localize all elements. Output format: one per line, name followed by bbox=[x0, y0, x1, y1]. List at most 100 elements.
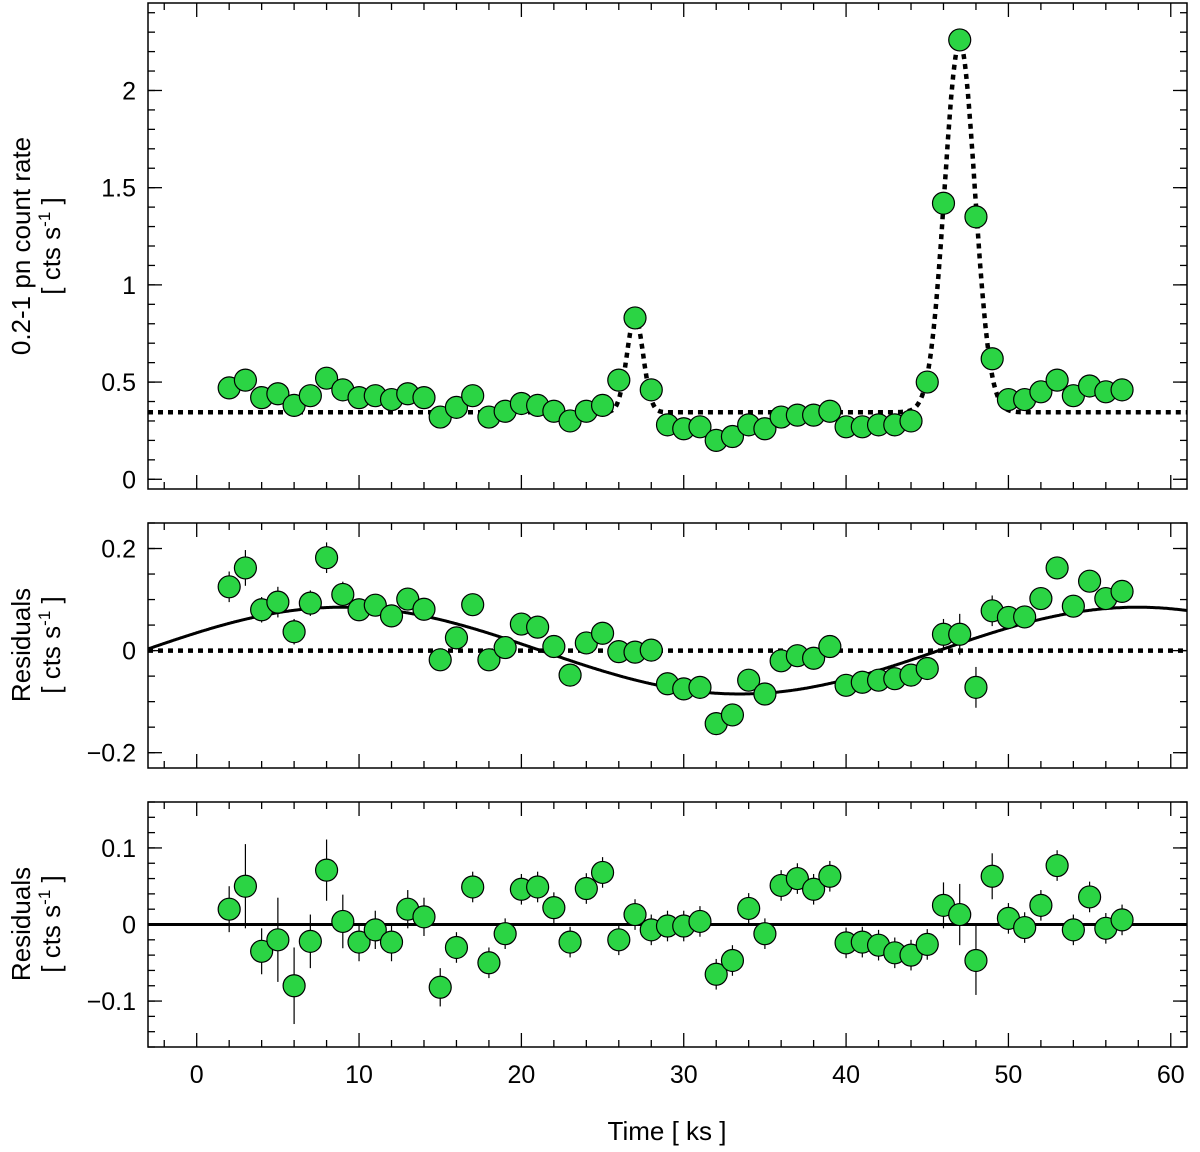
residuals-gaussian-panel-data-point bbox=[526, 615, 550, 639]
residuals-gaussian-panel-data-point bbox=[1061, 594, 1085, 618]
count-rate-panel-data-point bbox=[623, 306, 647, 330]
residuals-gaussian-panel-data-point bbox=[737, 668, 761, 692]
gaussian-flare-model-line bbox=[148, 40, 1187, 415]
count-rate-panel-data-point bbox=[753, 417, 777, 441]
residuals-sine-panel-data-point bbox=[980, 864, 1004, 888]
count-rate-panel-ytick-label: 2 bbox=[122, 77, 136, 105]
x-tick-label: 60 bbox=[1157, 1061, 1185, 1089]
residuals-gaussian-panel-data-point bbox=[379, 604, 404, 628]
residuals-gaussian-panel-data-point bbox=[802, 646, 826, 670]
residuals-gaussian-panel-data-point bbox=[1013, 605, 1037, 629]
residuals-sine-panel-data-point bbox=[590, 860, 615, 885]
residuals-sine-panel-data-point bbox=[347, 930, 371, 954]
count-rate-panel-ytick-label: 1 bbox=[122, 272, 136, 300]
residuals-sine-panel-data-point bbox=[363, 918, 387, 942]
x-tick-label: 20 bbox=[507, 1061, 535, 1089]
residuals-sine-panel-data-point bbox=[574, 876, 598, 901]
residuals-gaussian-panel-data-point bbox=[720, 703, 745, 727]
count-rate-panel-data-point bbox=[1110, 378, 1134, 402]
residuals-gaussian-panel-frame bbox=[147, 522, 1188, 769]
count-rate-panel-data-point bbox=[607, 368, 631, 392]
residuals-sine-panel-data-point bbox=[379, 930, 404, 954]
residuals-sine-panel-ytick-label: 0.1 bbox=[101, 835, 136, 863]
count-rate-panel-data-point bbox=[266, 382, 290, 406]
residuals-gaussian-panel-data-point bbox=[233, 556, 258, 580]
count-rate-ylabel: 0.2-1 pn count rate bbox=[6, 137, 36, 355]
residuals-gaussian-ylabel: Residuals bbox=[6, 588, 36, 702]
residuals-gaussian-panel-data-point bbox=[964, 675, 988, 699]
residuals-sine-panel-data-point bbox=[802, 877, 826, 901]
residuals-gaussian-panel-data-point bbox=[590, 621, 615, 645]
residuals-sine-panel-data-point bbox=[314, 858, 339, 882]
count-rate-panel-data-point bbox=[298, 384, 322, 408]
residuals-sine-panel-data-point bbox=[948, 902, 972, 927]
residuals-sine-panel-data-point bbox=[477, 951, 501, 975]
count-rate-ylabel-units: [ cts s-1 ] bbox=[35, 197, 66, 294]
residuals-sine-panel-data-point bbox=[1029, 893, 1053, 917]
residuals-gaussian-panel-data-point bbox=[298, 591, 322, 615]
count-rate-panel-ytick-label: 1.5 bbox=[101, 175, 136, 203]
residuals-gaussian-panel-data-point bbox=[1029, 586, 1053, 611]
residuals-sine-panel-data-point bbox=[461, 875, 485, 899]
residuals-gaussian-panel-data-point bbox=[915, 656, 939, 681]
residuals-sine-panel-ytick-label: 0 bbox=[122, 912, 136, 940]
residuals-sine-panel-data-point bbox=[623, 902, 647, 927]
residuals-sine-ylabel: Residuals bbox=[6, 867, 36, 981]
residuals-gaussian-panel-data-point bbox=[428, 648, 452, 672]
residuals-gaussian-panel-data-point bbox=[1045, 556, 1069, 580]
residuals-sine-panel-data-point bbox=[266, 928, 290, 952]
x-tick-label: 50 bbox=[995, 1061, 1023, 1089]
x-tick-labels: 0 10 20 30 40 50 60 bbox=[190, 1061, 1185, 1089]
residuals-gaussian-panel-data-point bbox=[542, 634, 566, 659]
residuals-sine-panel-data-point bbox=[493, 922, 517, 946]
residuals-sine-panel-data-point bbox=[899, 943, 923, 967]
residuals-sine-panel: −0.1 0 0.1 Residuals [ cts s-1 ] bbox=[6, 801, 1188, 1048]
residuals-sine-panel-data-point bbox=[1077, 885, 1102, 909]
residuals-gaussian-ylabel-units: [ cts s-1 ] bbox=[35, 596, 66, 693]
residuals-gaussian-panel: −0.2 0 0.2 Residuals [ cts s-1 ] bbox=[6, 522, 1188, 769]
residuals-sine-panel-data-point bbox=[526, 875, 550, 899]
count-rate-panel-data-point bbox=[314, 366, 339, 390]
residuals-gaussian-panel-data-point bbox=[948, 622, 972, 646]
residuals-sine-panel-data-point bbox=[818, 864, 842, 888]
residuals-gaussian-panel-data-point bbox=[639, 638, 663, 662]
residuals-gaussian-panel-data-point bbox=[331, 582, 355, 607]
residuals-sine-panel-data-point bbox=[915, 932, 939, 957]
count-rate-panel-data-point bbox=[964, 205, 988, 229]
x-tick-label: 40 bbox=[832, 1061, 860, 1089]
residuals-gaussian-panel-data-point bbox=[412, 597, 436, 621]
residuals-sine-panel-data-point bbox=[1013, 915, 1037, 940]
x-tick-label: 10 bbox=[345, 1061, 373, 1089]
residuals-gaussian-panel-data-point bbox=[558, 663, 582, 687]
count-rate-panel-data-point bbox=[948, 28, 972, 52]
residuals-gaussian-panel-data-point bbox=[461, 593, 485, 617]
residuals-gaussian-panel-data-point bbox=[363, 593, 387, 617]
residuals-sine-panel-ytick-label: −0.1 bbox=[87, 988, 136, 1016]
residuals-sine-panel-data-point bbox=[688, 909, 712, 934]
residuals-sine-panel-data-point bbox=[298, 929, 322, 953]
residuals-sine-panel-data-point bbox=[412, 905, 436, 929]
residuals-sine-panel-data-point bbox=[233, 874, 258, 898]
count-rate-panel-data-point bbox=[461, 384, 485, 408]
count-rate-panel-data-point bbox=[688, 415, 712, 439]
x-axis-label: Time [ ks ] bbox=[608, 1116, 727, 1146]
count-rate-panel-data-point bbox=[720, 424, 745, 449]
count-rate-panel-data-point bbox=[915, 370, 939, 394]
residuals-sine-panel-data-point bbox=[542, 896, 566, 920]
residuals-sine-panel-data-point bbox=[250, 939, 274, 963]
residuals-gaussian-panel-data-point bbox=[282, 620, 306, 644]
residuals-sine-panel-data-point bbox=[1061, 918, 1085, 942]
residuals-sine-panel-data-point bbox=[558, 930, 582, 954]
residuals-gaussian-panel-ytick-label: 0.2 bbox=[101, 536, 136, 564]
count-rate-panel-data-point bbox=[233, 368, 258, 392]
count-rate-panel-data-point bbox=[1045, 368, 1069, 392]
residuals-sine-panel-data-point bbox=[785, 866, 809, 891]
residuals-gaussian-panel-data-point bbox=[1110, 579, 1134, 603]
residuals-gaussian-panel-data-point bbox=[688, 675, 712, 699]
residuals-sine-ylabel-units: [ cts s-1 ] bbox=[35, 875, 66, 972]
count-rate-panel-ytick-label: 0 bbox=[122, 466, 136, 494]
residuals-sine-panel-data-point bbox=[753, 922, 777, 946]
count-rate-panel-data-point bbox=[899, 409, 923, 433]
residuals-sine-panel-data-point bbox=[282, 974, 306, 998]
